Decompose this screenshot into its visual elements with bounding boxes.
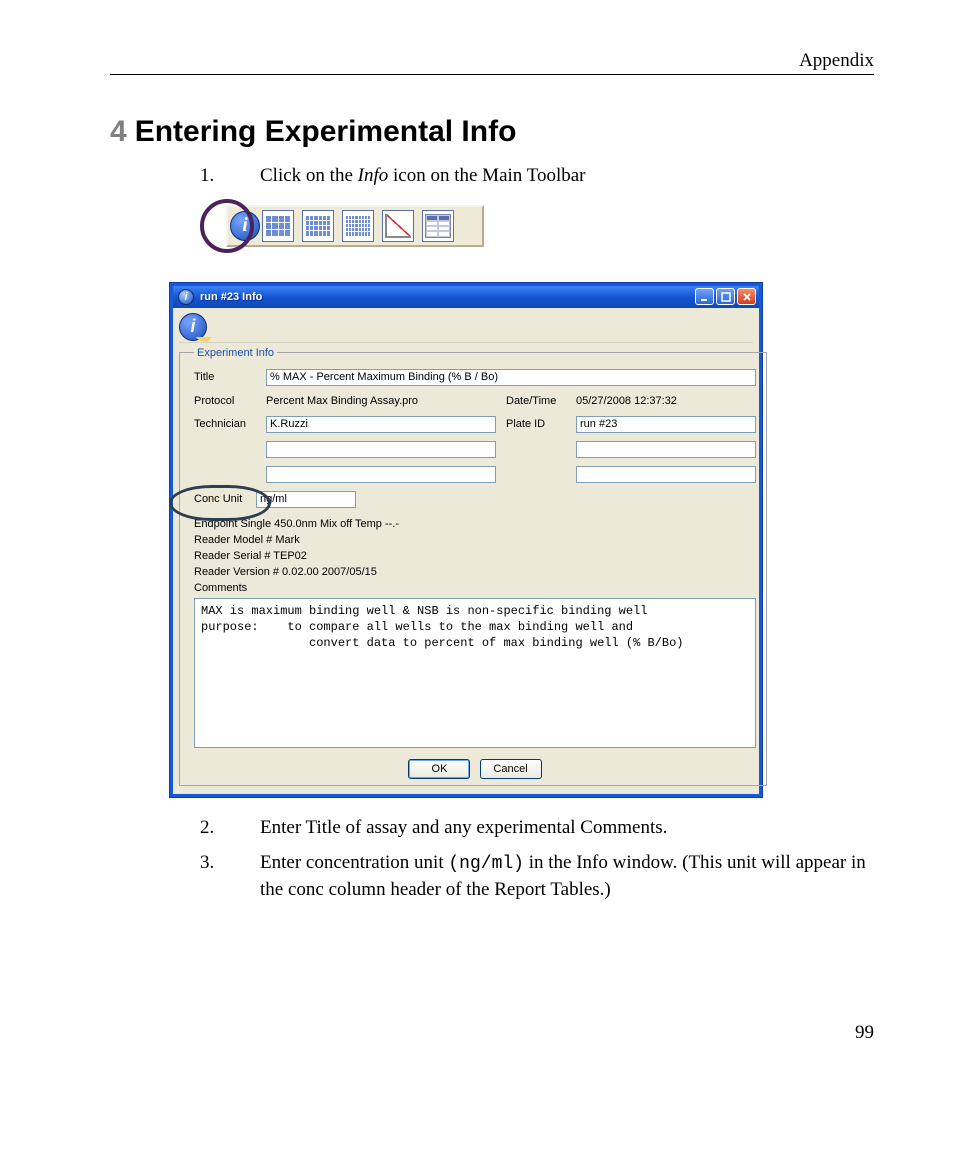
section-title-text: Entering Experimental Info — [135, 115, 517, 148]
conc-unit-highlight — [169, 485, 271, 521]
blank-input-3[interactable] — [266, 466, 496, 483]
info-dialog: i run #23 Info i Experiment Info Title P… — [170, 283, 762, 797]
meta-model: Reader Model # Mark — [194, 534, 756, 546]
dialog-edit-info-icon[interactable]: i — [179, 313, 207, 341]
conc-code: (ng/ml) — [448, 854, 524, 874]
experiment-info-legend: Experiment Info — [194, 347, 277, 359]
conc-unit-input[interactable] — [256, 491, 356, 508]
toolbar-figure: i — [200, 199, 490, 259]
chart-icon[interactable] — [382, 210, 414, 242]
plateid-label: Plate ID — [506, 418, 566, 430]
datetime-label: Date/Time — [506, 395, 566, 407]
step-3-number: 3. — [200, 850, 260, 902]
step-3: 3. Enter concentration unit (ng/ml) in t… — [200, 850, 874, 902]
blank-input-2[interactable] — [576, 441, 756, 458]
ok-button[interactable]: OK — [408, 759, 470, 779]
comments-textarea[interactable] — [194, 598, 756, 748]
info-word: Info — [358, 165, 389, 186]
section-heading: 4Entering Experimental Info — [110, 115, 874, 149]
dialog-title-icon: i — [178, 289, 194, 305]
dialog-titlebar[interactable]: i run #23 Info — [173, 286, 759, 308]
technician-input[interactable] — [266, 416, 496, 433]
dialog-toolbar: i — [179, 312, 753, 343]
step-1-number: 1. — [200, 163, 260, 189]
plateid-input[interactable] — [576, 416, 756, 433]
toolbar-strip — [226, 205, 484, 247]
info-icon-highlight — [200, 199, 254, 253]
page-header: Appendix — [110, 50, 874, 75]
step-1: 1. Click on the Info icon on the Main To… — [200, 163, 874, 189]
step-1-text: Click on the Info icon on the Main Toolb… — [260, 163, 874, 189]
meta-version: Reader Version # 0.02.00 2007/05/15 — [194, 566, 756, 578]
close-button[interactable] — [737, 288, 756, 305]
step-2-text: Enter Title of assay and any experimenta… — [260, 815, 874, 841]
datetime-value: 05/27/2008 12:37:32 — [576, 394, 756, 408]
appendix-label: Appendix — [799, 50, 874, 71]
experiment-info-group: Experiment Info Title Protocol Percent M… — [179, 347, 767, 786]
plate-grid-small-icon[interactable] — [262, 210, 294, 242]
reader-meta: Endpoint Single 450.0nm Mix off Temp --.… — [194, 518, 756, 594]
protocol-label: Protocol — [194, 395, 256, 407]
title-label: Title — [194, 371, 256, 383]
step-2-number: 2. — [200, 815, 260, 841]
step-2: 2. Enter Title of assay and any experime… — [200, 815, 874, 841]
section-number: 4 — [110, 115, 127, 148]
blank-input-1[interactable] — [266, 441, 496, 458]
meta-serial: Reader Serial # TEP02 — [194, 550, 756, 562]
meta-endpoint: Endpoint Single 450.0nm Mix off Temp --.… — [194, 518, 756, 530]
technician-label: Technician — [194, 418, 256, 430]
protocol-value: Percent Max Binding Assay.pro — [266, 394, 496, 408]
page-number: 99 — [110, 1022, 874, 1044]
step-3-text: Enter concentration unit (ng/ml) in the … — [260, 850, 874, 902]
blank-input-4[interactable] — [576, 466, 756, 483]
dialog-title-text: run #23 Info — [200, 291, 695, 303]
table-icon[interactable] — [422, 210, 454, 242]
comments-label: Comments — [194, 582, 756, 594]
maximize-button[interactable] — [716, 288, 735, 305]
plate-grid-medium-icon[interactable] — [302, 210, 334, 242]
cancel-button[interactable]: Cancel — [480, 759, 542, 779]
plate-grid-large-icon[interactable] — [342, 210, 374, 242]
minimize-button[interactable] — [695, 288, 714, 305]
title-input[interactable] — [266, 369, 756, 386]
